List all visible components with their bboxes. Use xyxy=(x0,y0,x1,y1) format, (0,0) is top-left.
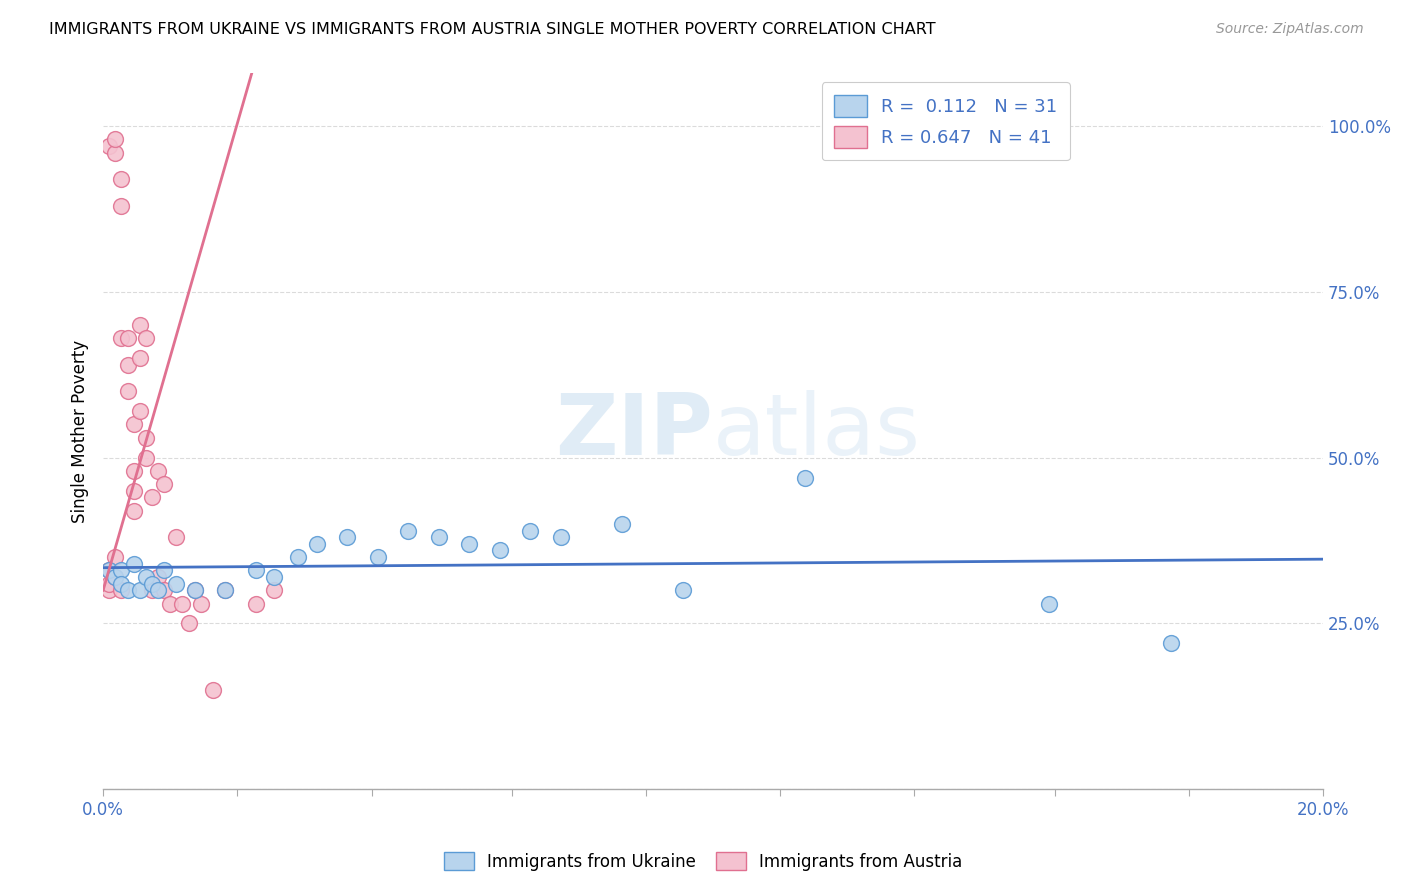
Point xyxy=(177,616,200,631)
Point xyxy=(110,172,132,186)
Y-axis label: Single Mother Poverty: Single Mother Poverty xyxy=(72,340,89,523)
Point xyxy=(153,583,176,598)
Point xyxy=(245,563,267,577)
Point xyxy=(117,583,139,598)
Point xyxy=(367,550,389,565)
Point xyxy=(128,583,150,598)
Legend: Immigrants from Ukraine, Immigrants from Austria: Immigrants from Ukraine, Immigrants from… xyxy=(436,844,970,880)
Point xyxy=(110,563,132,577)
Point xyxy=(159,597,181,611)
Point xyxy=(122,557,145,571)
Point xyxy=(263,570,285,584)
Point xyxy=(183,583,205,598)
Point xyxy=(287,550,309,565)
Point xyxy=(793,470,815,484)
Point xyxy=(117,358,139,372)
Point xyxy=(245,597,267,611)
Point xyxy=(519,524,541,538)
Point xyxy=(141,491,163,505)
Point xyxy=(165,576,187,591)
Point xyxy=(104,550,127,565)
Point xyxy=(117,384,139,399)
Point xyxy=(146,570,169,584)
Point xyxy=(427,530,450,544)
Point xyxy=(1038,597,1060,611)
Point xyxy=(122,417,145,432)
Point xyxy=(98,563,121,577)
Point xyxy=(458,537,481,551)
Point xyxy=(104,570,127,584)
Point xyxy=(104,570,127,584)
Point xyxy=(153,563,176,577)
Text: IMMIGRANTS FROM UKRAINE VS IMMIGRANTS FROM AUSTRIA SINGLE MOTHER POVERTY CORRELA: IMMIGRANTS FROM UKRAINE VS IMMIGRANTS FR… xyxy=(49,22,936,37)
Point xyxy=(110,331,132,345)
Point xyxy=(550,530,572,544)
Legend: R =  0.112   N = 31, R = 0.647   N = 41: R = 0.112 N = 31, R = 0.647 N = 41 xyxy=(821,82,1070,161)
Point xyxy=(1160,636,1182,650)
Point xyxy=(98,563,121,577)
Point xyxy=(153,477,176,491)
Point xyxy=(122,464,145,478)
Point xyxy=(190,597,212,611)
Point xyxy=(488,543,510,558)
Point xyxy=(128,404,150,418)
Point xyxy=(135,570,157,584)
Point xyxy=(305,537,328,551)
Point xyxy=(110,199,132,213)
Point xyxy=(98,576,121,591)
Point xyxy=(146,583,169,598)
Point xyxy=(122,483,145,498)
Point xyxy=(610,516,633,531)
Point xyxy=(214,583,236,598)
Point xyxy=(672,583,695,598)
Point xyxy=(122,504,145,518)
Point xyxy=(110,583,132,598)
Point xyxy=(183,583,205,598)
Text: Source: ZipAtlas.com: Source: ZipAtlas.com xyxy=(1216,22,1364,37)
Point xyxy=(98,583,121,598)
Point xyxy=(214,583,236,598)
Text: ZIP: ZIP xyxy=(555,390,713,473)
Point xyxy=(146,464,169,478)
Point xyxy=(98,139,121,153)
Point xyxy=(141,576,163,591)
Point xyxy=(263,583,285,598)
Point xyxy=(110,576,132,591)
Point xyxy=(135,450,157,465)
Point xyxy=(141,583,163,598)
Point xyxy=(128,351,150,366)
Point xyxy=(172,597,194,611)
Point xyxy=(336,530,359,544)
Point xyxy=(104,145,127,160)
Text: atlas: atlas xyxy=(713,390,921,473)
Point xyxy=(117,331,139,345)
Point xyxy=(104,132,127,146)
Point xyxy=(135,431,157,445)
Point xyxy=(128,318,150,332)
Point xyxy=(396,524,419,538)
Point xyxy=(165,530,187,544)
Point xyxy=(135,331,157,345)
Point xyxy=(201,682,224,697)
